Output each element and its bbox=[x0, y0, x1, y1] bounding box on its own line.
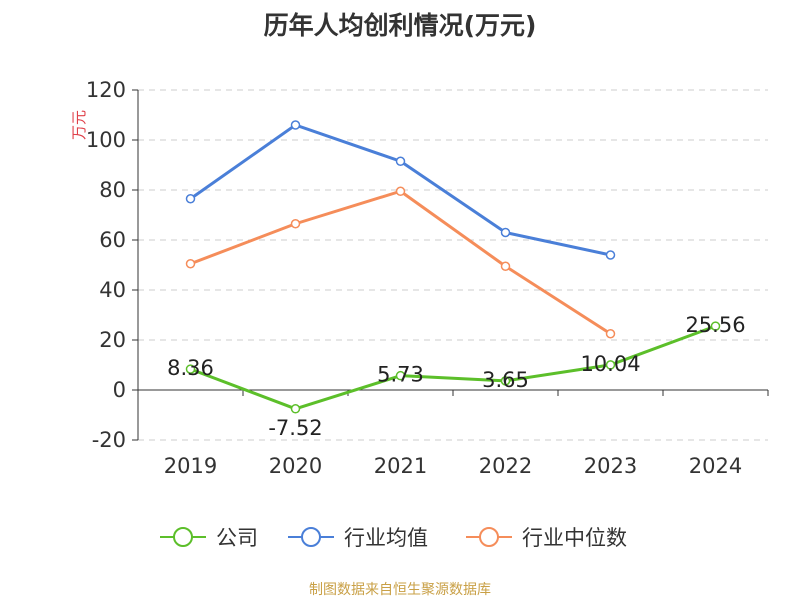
point-industry-median-2021 bbox=[395, 186, 406, 196]
x-tick-label-2020: 2020 bbox=[269, 454, 322, 478]
x-tick-label-2022: 2022 bbox=[479, 454, 532, 478]
y-tick-label-40: 40 bbox=[99, 278, 126, 302]
point-industry-mean-2019 bbox=[185, 194, 196, 204]
point-company-2021 bbox=[395, 370, 406, 381]
series-line-company bbox=[189, 324, 717, 411]
point-industry-median-2019 bbox=[185, 259, 196, 269]
legend-marker-industry-mean bbox=[301, 527, 321, 547]
point-company-2020 bbox=[290, 404, 301, 414]
data-label-2022: 3.65 bbox=[482, 368, 529, 392]
y-tick-label-60: 60 bbox=[99, 228, 126, 252]
point-company-2022 bbox=[500, 376, 511, 386]
source-note: 制图数据来自恒生聚源数据库 bbox=[309, 582, 491, 598]
legend-label-industry-median: 行业中位数 bbox=[522, 526, 627, 550]
data-label-2021: 5.73 bbox=[377, 363, 424, 387]
y-tick-label-20: 20 bbox=[99, 328, 126, 352]
data-label-2024: 25.56 bbox=[685, 313, 745, 337]
x-tick-label-2024: 2024 bbox=[689, 454, 742, 478]
y-tick-label-100: 100 bbox=[86, 128, 126, 152]
x-tick-label-2021: 2021 bbox=[374, 454, 427, 478]
point-company-2019 bbox=[185, 364, 196, 374]
point-company-2024 bbox=[710, 321, 721, 331]
y-tick-label--20: -20 bbox=[92, 428, 126, 452]
data-label-2020: -7.52 bbox=[268, 416, 322, 440]
legend-marker-company bbox=[173, 527, 193, 547]
y-tick-label-0: 0 bbox=[113, 378, 126, 402]
point-industry-mean-2022 bbox=[500, 227, 511, 238]
chart-title: 历年人均创利情况(万元) bbox=[263, 11, 537, 40]
point-industry-median-2022 bbox=[500, 261, 511, 271]
x-tick-label-2023: 2023 bbox=[584, 454, 637, 478]
point-company-2023 bbox=[605, 360, 616, 370]
point-industry-median-2020 bbox=[290, 219, 301, 229]
y-tick-label-80: 80 bbox=[99, 178, 126, 202]
legend-label-industry-mean: 行业均值 bbox=[344, 526, 428, 550]
legend-label-company: 公司 bbox=[216, 526, 258, 550]
point-industry-mean-2020 bbox=[290, 120, 301, 130]
x-tick-label-2019: 2019 bbox=[164, 454, 217, 478]
point-industry-median-2023 bbox=[605, 329, 616, 339]
y-tick-label-120: 120 bbox=[86, 78, 126, 102]
data-label-2023: 10.04 bbox=[580, 352, 640, 376]
point-industry-mean-2021 bbox=[395, 156, 406, 166]
point-industry-mean-2023 bbox=[605, 250, 616, 260]
data-label-2019: 8.36 bbox=[167, 356, 214, 380]
y-axis-label: 万元 bbox=[70, 110, 88, 140]
legend-marker-industry-median bbox=[479, 527, 499, 547]
series-line-industry-median bbox=[189, 189, 612, 336]
